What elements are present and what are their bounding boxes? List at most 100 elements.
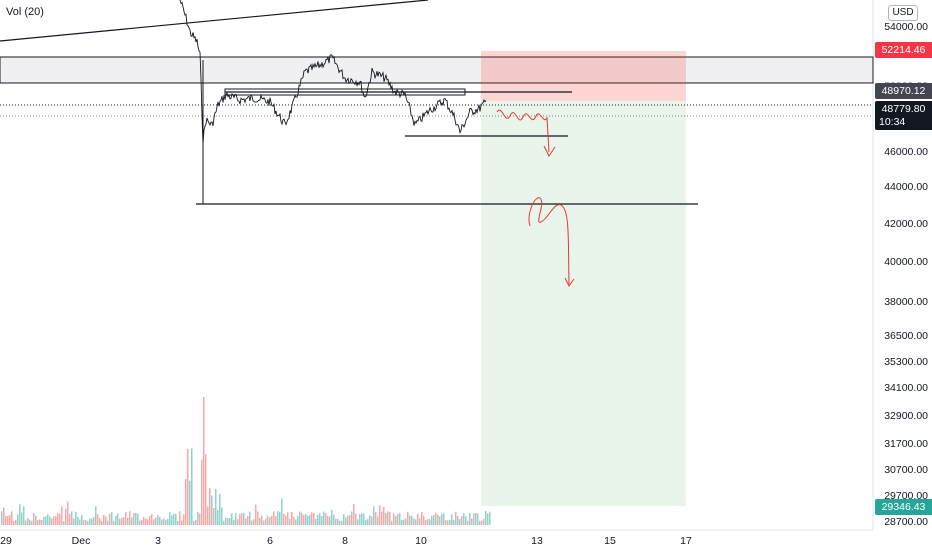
- volume-bar: [261, 515, 263, 525]
- countdown-badge: 10:34: [875, 114, 932, 130]
- volume-bar: [455, 511, 457, 525]
- volume-bar: [205, 454, 207, 525]
- volume-bar: [373, 506, 375, 525]
- trend-line[interactable]: [0, 0, 429, 42]
- volume-bar: [85, 520, 87, 525]
- volume-bar: [377, 516, 379, 525]
- volume-bar: [197, 512, 199, 525]
- range-box[interactable]: [224, 88, 466, 96]
- volume-bar: [71, 511, 73, 525]
- volume-bar: [275, 516, 277, 525]
- drawn-path-small[interactable]: [496, 109, 550, 153]
- volume-bar: [265, 518, 267, 525]
- volume-bar: [259, 517, 261, 525]
- volume-bar: [291, 512, 293, 525]
- volume-bar: [125, 511, 127, 525]
- volume-bar: [47, 514, 49, 525]
- volume-bar: [409, 515, 411, 525]
- volume-bar: [89, 518, 91, 525]
- volume-bar: [283, 513, 285, 525]
- volume-bar: [97, 514, 99, 525]
- volume-bar: [355, 513, 357, 525]
- volume-bar: [425, 519, 427, 525]
- volume-bar: [263, 520, 265, 525]
- volume-bar: [233, 519, 235, 525]
- volume-bar: [101, 520, 103, 525]
- date-tick: 29: [0, 535, 12, 547]
- volume-bar: [53, 516, 55, 525]
- volume-bar: [181, 520, 183, 525]
- date-tick: 13: [531, 535, 543, 547]
- volume-bar: [411, 516, 413, 525]
- volume-bar: [51, 518, 53, 525]
- date-tick: Dec: [71, 535, 91, 547]
- entry-price-badge: 48970.12: [875, 83, 932, 99]
- volume-bar: [57, 513, 59, 525]
- volume-bar: [69, 514, 71, 525]
- volume-bar: [357, 519, 359, 525]
- volume-bar: [117, 513, 119, 525]
- volume-bar: [39, 519, 41, 525]
- volume-bar: [385, 512, 387, 525]
- volume-bar: [149, 516, 151, 525]
- volume-bar: [441, 514, 443, 525]
- volume-bar: [191, 448, 193, 525]
- volume-bar: [211, 495, 213, 525]
- take-profit-zone[interactable]: [481, 101, 686, 506]
- volume-bar: [11, 511, 13, 525]
- volume-bar: [309, 514, 311, 525]
- price-candles: [179, 0, 487, 145]
- volume-bar: [297, 515, 299, 525]
- volume-bar: [361, 513, 363, 525]
- drawn-path-large[interactable]: [528, 197, 570, 285]
- price-tick: 42000.00: [884, 218, 928, 230]
- volume-bar: [447, 520, 449, 525]
- price-tick: 40000.00: [884, 256, 928, 268]
- volume-bar: [363, 513, 365, 525]
- price-axis[interactable]: 54000.00 50000.00 46000.00 44000.00 4200…: [873, 0, 932, 530]
- volume-bar: [61, 506, 63, 525]
- volume-bar: [129, 511, 131, 525]
- volume-bar: [485, 511, 487, 525]
- volume-bar: [201, 459, 203, 525]
- volume-bar: [389, 512, 391, 525]
- volume-bar: [5, 516, 7, 525]
- volume-bar: [81, 515, 83, 525]
- volume-bar: [295, 519, 297, 525]
- volume-bar: [31, 520, 33, 525]
- stop-loss-zone[interactable]: [481, 51, 686, 101]
- volume-bar: [227, 518, 229, 525]
- volume-bar: [135, 512, 137, 525]
- volume-indicator-label[interactable]: Vol (20): [6, 6, 44, 18]
- volume-bar: [281, 498, 283, 525]
- volume-bar: [103, 514, 105, 525]
- volume-bar: [427, 519, 429, 525]
- volume-bar: [339, 520, 341, 525]
- volume-bar: [163, 518, 165, 525]
- volume-bar: [365, 520, 367, 525]
- volume-bar: [177, 520, 179, 525]
- volume-bar: [99, 518, 101, 525]
- price-tick: 35300.00: [884, 356, 928, 368]
- volume-bar: [171, 515, 173, 525]
- volume-bar: [55, 516, 57, 525]
- resistance-zone[interactable]: [0, 56, 874, 84]
- volume-bar: [251, 520, 253, 525]
- date-tick: 3: [155, 535, 161, 547]
- volume-bar: [111, 512, 113, 525]
- volume-bar: [331, 509, 333, 525]
- volume-bar: [267, 515, 269, 525]
- volume-bar: [453, 519, 455, 525]
- volume-bar: [397, 513, 399, 525]
- volume-bar: [173, 513, 175, 525]
- currency-button[interactable]: USD: [888, 5, 918, 21]
- volume-bar: [65, 508, 67, 525]
- volume-bar: [151, 514, 153, 525]
- volume-bar: [391, 520, 393, 525]
- volume-bar: [7, 515, 9, 525]
- price-tick: 36500.00: [884, 330, 928, 342]
- volume-bar: [305, 514, 307, 525]
- price-tick: 44000.00: [884, 181, 928, 193]
